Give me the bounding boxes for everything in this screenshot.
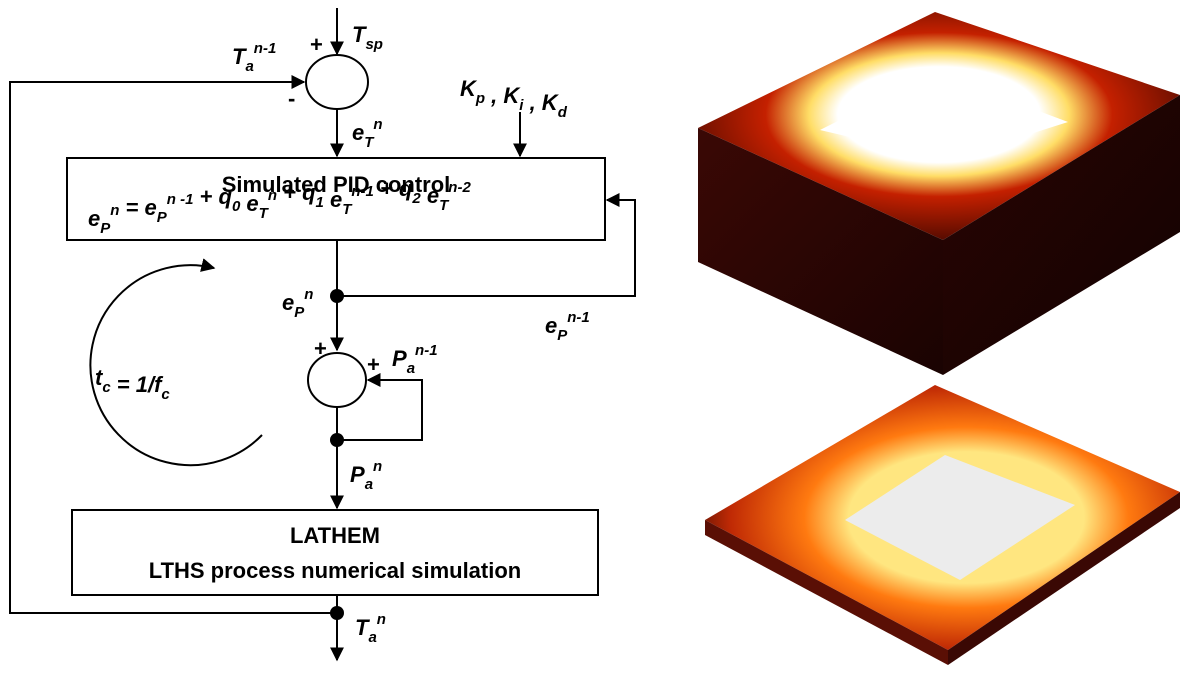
label-part: P	[350, 462, 365, 487]
label-part: c	[161, 386, 170, 403]
label-part: P	[557, 327, 568, 344]
label-part: n-1	[254, 40, 277, 57]
label-part: = e	[119, 195, 156, 220]
label-part: p	[475, 90, 485, 107]
block-subtitle: LTHS process numerical simulation	[149, 558, 521, 583]
label-part: n-1	[567, 309, 590, 326]
label-part: + q	[277, 180, 316, 205]
block-title: LATHEM	[290, 523, 380, 548]
label-part: e	[324, 187, 342, 212]
label-part: + q	[374, 176, 413, 201]
signal-label: Tsp	[352, 22, 383, 53]
label-part: + q	[193, 184, 232, 209]
label-part: n	[110, 202, 119, 219]
signal-label: Tan	[355, 611, 386, 646]
label-part: n	[377, 611, 386, 628]
label-part: T	[342, 201, 353, 218]
sign: +	[310, 32, 323, 57]
label-part: 1	[316, 194, 324, 211]
label-part: P	[392, 346, 407, 371]
label-part: P	[294, 304, 305, 321]
label-part: e	[240, 191, 258, 216]
label-part: e	[545, 313, 557, 338]
signal-label: ePn	[282, 286, 313, 321]
label-part: a	[245, 58, 253, 75]
signal-label: tc = 1/fc	[95, 365, 170, 403]
signal-label: Pan	[350, 458, 382, 493]
label-part: n-2	[448, 179, 471, 196]
sign: +	[314, 336, 327, 361]
label-part: a	[368, 629, 376, 646]
label-part: T	[364, 134, 375, 151]
label-part: P	[100, 220, 111, 237]
label-part: a	[365, 476, 373, 493]
label-part: n -1	[167, 191, 194, 208]
signal-label: eTn	[352, 116, 383, 151]
sign: +	[367, 352, 380, 377]
label-part: , K	[523, 90, 559, 115]
label-part: n	[268, 187, 277, 204]
label-part: , K	[485, 83, 521, 108]
label-part: sp	[365, 36, 383, 53]
signal-label: Kp , Ki , Kd	[460, 76, 568, 121]
label-part: d	[558, 104, 568, 121]
sign: -	[288, 86, 295, 111]
signal-label: Tan-1	[232, 40, 276, 75]
label-part: n	[373, 116, 382, 133]
signal-label: Pan-1	[392, 342, 438, 377]
label-part: P	[157, 209, 168, 226]
label-part: T	[439, 197, 450, 214]
label-part: n-1	[351, 183, 374, 200]
simulation-images	[698, 12, 1180, 665]
label-part: n	[304, 286, 313, 303]
label-part: e	[352, 120, 364, 145]
label-part: T	[259, 205, 270, 222]
label-part: e	[421, 183, 439, 208]
diagram: + - + + Tsp Tan-1 Kp , Ki , Kd eTn Simul…	[0, 0, 1185, 669]
label-part: a	[407, 360, 415, 377]
label-part: e	[88, 206, 100, 231]
signal-label: ePn-1	[545, 309, 590, 344]
label-part: n	[373, 458, 382, 475]
label-part: e	[282, 290, 294, 315]
label-part: n-1	[415, 342, 438, 359]
label-part: = 1/f	[111, 372, 164, 397]
